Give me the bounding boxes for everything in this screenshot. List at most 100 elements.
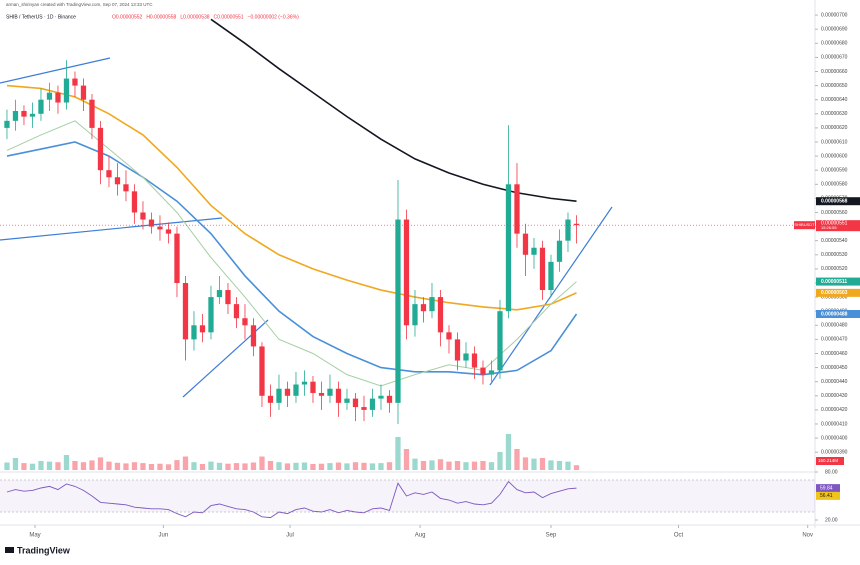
volume-bar xyxy=(369,463,376,470)
volume-bar xyxy=(446,461,452,470)
candle-body xyxy=(310,381,316,393)
candle-body xyxy=(318,392,325,396)
volume-bar xyxy=(531,458,537,470)
candle-body xyxy=(386,395,393,403)
volume-bar xyxy=(250,462,257,470)
price-label-box xyxy=(816,197,860,206)
candle-body xyxy=(293,384,299,396)
x-tick-label: Jul xyxy=(286,533,294,539)
candle-body xyxy=(548,261,554,291)
candle-body xyxy=(38,99,44,114)
x-tick-label: Nov xyxy=(802,533,813,539)
volume-bar xyxy=(548,460,554,470)
volume-bar xyxy=(310,464,316,470)
volume-bar xyxy=(480,461,486,470)
x-tick-label: Sep xyxy=(546,533,557,539)
y-tick-label: 0.00000650 xyxy=(821,83,848,89)
volume-bar xyxy=(522,457,529,470)
y-tick-label: 0.00000680 xyxy=(821,41,848,47)
x-tick-label: Jun xyxy=(159,533,169,539)
candle-body xyxy=(327,388,333,396)
y-tick-label: 0.00000660 xyxy=(821,69,848,75)
candle-body xyxy=(412,304,418,326)
candle-body xyxy=(344,398,350,403)
price-label-box xyxy=(816,310,860,319)
candle-body xyxy=(4,120,10,128)
volume-bar xyxy=(208,461,214,470)
y-tick-label: 0.00000630 xyxy=(821,111,848,117)
volume-label-box xyxy=(816,457,844,465)
price-label: 0.00000488 xyxy=(821,311,848,317)
candle-body xyxy=(140,212,146,220)
volume-bar xyxy=(259,456,265,470)
candle-body xyxy=(250,325,257,347)
volume-bar xyxy=(539,458,546,470)
y-tick-label: 0.00000610 xyxy=(821,139,848,145)
candle-body xyxy=(480,367,486,375)
price-label: 0.00000511 xyxy=(821,279,847,285)
y-tick-label: 0.00000540 xyxy=(821,238,848,244)
volume-bar xyxy=(21,463,27,470)
candle-body xyxy=(148,219,155,227)
candle-body xyxy=(114,177,121,185)
volume-bar xyxy=(378,463,384,470)
volume-bar xyxy=(140,463,146,470)
trend-line xyxy=(0,57,111,84)
candle-body xyxy=(471,353,478,368)
volume-bar xyxy=(361,462,367,470)
brand: TradingView xyxy=(17,545,71,555)
volume-bar xyxy=(157,463,163,470)
candle-body xyxy=(539,247,546,291)
y-tick-label: 0.00000690 xyxy=(821,27,848,33)
y-tick-label: 0.00000440 xyxy=(821,379,848,385)
rsi-ma-label-box xyxy=(816,491,840,500)
volume-bar xyxy=(97,457,104,470)
volume-bar xyxy=(497,452,503,470)
volume-bar xyxy=(514,449,520,470)
candle-body xyxy=(208,297,214,333)
volume-bar xyxy=(327,463,333,470)
volume-bar xyxy=(573,465,580,470)
volume-bar xyxy=(225,463,231,470)
y-tick-label: 0.00000560 xyxy=(821,210,848,216)
candle-body xyxy=(514,184,520,234)
candle-body xyxy=(395,219,401,403)
volume-bar xyxy=(89,460,95,470)
price-label: 0.00000568 xyxy=(821,199,848,205)
y-tick-label: 0.00000600 xyxy=(821,153,848,159)
volume-bar xyxy=(46,461,53,470)
last-price-box xyxy=(816,220,860,232)
candle-body xyxy=(72,78,78,86)
candle-body xyxy=(488,370,495,375)
y-tick-label: 0.00000620 xyxy=(821,125,848,131)
volume-bar xyxy=(420,461,427,470)
ohlc-item: −0.00000002 (−0.36%) xyxy=(248,14,299,20)
candle-body xyxy=(225,290,231,305)
candle-body xyxy=(573,223,580,226)
candle-body xyxy=(97,127,104,171)
volume-bar xyxy=(301,462,308,470)
candle-body xyxy=(29,113,36,117)
volume-bar xyxy=(395,437,401,470)
y-tick-label: 0.00000640 xyxy=(821,97,848,103)
volume-bar xyxy=(165,464,172,470)
volume-bar xyxy=(293,462,299,470)
candle-body xyxy=(46,92,53,100)
candle-body xyxy=(361,407,367,410)
volume-bar xyxy=(114,462,121,470)
symbol-label: SHIBUSDT xyxy=(794,222,815,227)
candle-body xyxy=(89,99,95,128)
y-tick-label: 0.00000460 xyxy=(821,351,848,357)
candle-body xyxy=(165,229,172,234)
y-tick-label: 0.00000590 xyxy=(821,168,848,174)
y-tick-label: 0.00000520 xyxy=(821,266,848,272)
volume-bar xyxy=(123,463,129,470)
volume-bar xyxy=(131,462,138,470)
volume-bar xyxy=(335,462,342,470)
candle-body xyxy=(403,219,410,326)
volume-bar xyxy=(174,460,180,470)
last-price: 0.00000551 xyxy=(821,221,848,227)
moving-average xyxy=(6,120,577,387)
ohlc-item: C0.00000551 xyxy=(214,14,244,20)
